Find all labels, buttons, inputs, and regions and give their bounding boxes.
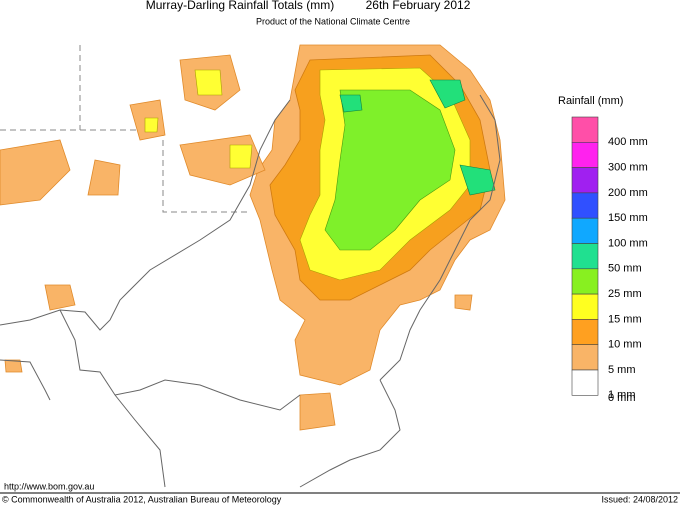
date: 26th February 2012 (366, 0, 471, 12)
legend-swatch (571, 217, 599, 244)
legend-swatch (571, 369, 599, 396)
legend-label: 50 mm (608, 263, 642, 275)
legend-label: 15 mm (608, 313, 642, 325)
legend-label: 400 mm (608, 136, 648, 148)
legend-label: 1 mm (608, 389, 636, 401)
map (0, 44, 506, 488)
url: http://www.bom.gov.au (4, 481, 94, 491)
legend-label: 100 mm (608, 237, 648, 249)
title: Murray-Darling Rainfall Totals (mm) (146, 0, 334, 12)
legend-swatch (571, 243, 599, 270)
legend-swatch (571, 142, 599, 168)
legend-label: 300 mm (608, 162, 648, 174)
legend-label: 0 mm (608, 392, 636, 404)
legend-title: Rainfall (mm) (558, 95, 623, 107)
legend-swatch (571, 319, 599, 345)
legend-swatch (571, 116, 599, 143)
legend-label: 10 mm (608, 339, 642, 351)
legend-swatch (571, 192, 599, 219)
legend-swatch (571, 293, 599, 320)
legend-label: 25 mm (608, 288, 642, 300)
legend-swatch (571, 344, 599, 371)
copyright: © Commonwealth of Australia 2012, Austra… (2, 494, 282, 504)
legend-swatch (571, 268, 599, 295)
issued: Issued: 24/08/2012 (601, 494, 678, 504)
legend-label: 150 mm (608, 212, 648, 224)
subtitle: Product of the National Climate Centre (256, 16, 410, 26)
legend-label: 200 mm (608, 187, 648, 199)
legend-swatch (571, 167, 599, 194)
legend: 400 mm 300 mm 200 mm 150 mm 100 mm 50 mm 25 mm… (571, 116, 648, 404)
legend-label: 5 mm (608, 364, 636, 376)
